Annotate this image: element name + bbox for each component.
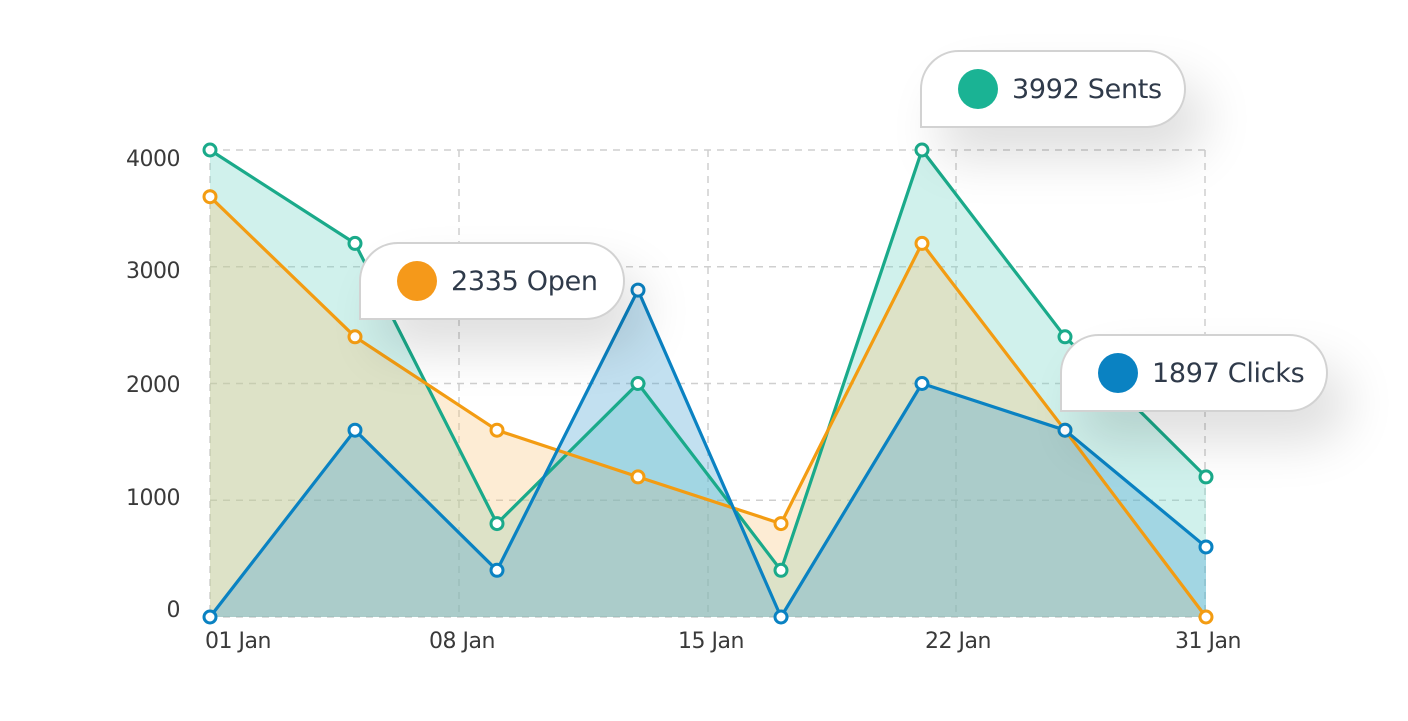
data-point-sents[interactable] [202, 142, 218, 158]
data-point-sents[interactable] [914, 142, 930, 158]
area-sents [210, 150, 1206, 617]
data-point-sents[interactable] [1198, 469, 1214, 485]
data-point-clicks[interactable] [202, 609, 218, 625]
data-point-clicks[interactable] [914, 376, 930, 391]
data-point-clicks[interactable] [630, 282, 646, 298]
data-point-sents[interactable] [630, 376, 646, 391]
data-point-clicks[interactable] [1198, 539, 1214, 555]
x-tick-label: 01 Jan [205, 629, 271, 654]
area-open [210, 196, 1206, 617]
data-point-open[interactable] [202, 189, 218, 205]
x-tick-label: 31 Jan [1175, 629, 1241, 654]
data-point-open[interactable] [1198, 609, 1214, 625]
tooltip-clicks-label: 1897 Clicks [1152, 357, 1305, 389]
x-tick-label: 22 Jan [925, 629, 991, 654]
tooltip-clicks: 1897 Clicks [1060, 334, 1328, 412]
data-point-open[interactable] [914, 235, 930, 251]
open-legend-dot-icon [397, 261, 437, 301]
tooltip-sents-label: 3992 Sents [1012, 73, 1162, 105]
clicks-legend-dot-icon [1098, 353, 1138, 393]
line-clicks [208, 288, 1208, 619]
y-tick-label: 4000 [126, 147, 181, 172]
data-point-clicks[interactable] [489, 562, 505, 578]
sents-legend-dot-icon [958, 69, 998, 109]
data-point-clicks[interactable] [347, 422, 363, 438]
y-tick-label: 3000 [126, 259, 181, 284]
data-point-sents[interactable] [773, 562, 789, 578]
data-point-clicks[interactable] [1057, 422, 1073, 438]
series-markers [202, 142, 1214, 625]
tooltip-open-label: 2335 Open [451, 265, 598, 297]
x-tick-label: 08 Jan [429, 629, 495, 654]
tooltip-open: 2335 Open [359, 242, 625, 320]
x-tick-label: 15 Jan [678, 629, 744, 654]
data-point-open[interactable] [489, 422, 505, 438]
data-point-clicks[interactable] [773, 609, 789, 625]
line-open [208, 195, 1208, 618]
data-point-sents[interactable] [489, 516, 505, 532]
y-tick-label: 1000 [126, 486, 181, 511]
y-tick-label: 2000 [126, 373, 181, 398]
tooltip-sents: 3992 Sents [920, 50, 1186, 128]
data-point-open[interactable] [630, 469, 646, 485]
data-point-sents[interactable] [1057, 329, 1073, 345]
y-tick-label: 0 [166, 598, 181, 623]
data-point-open[interactable] [773, 516, 789, 532]
data-point-sents[interactable] [347, 235, 363, 251]
data-point-open[interactable] [347, 329, 363, 345]
